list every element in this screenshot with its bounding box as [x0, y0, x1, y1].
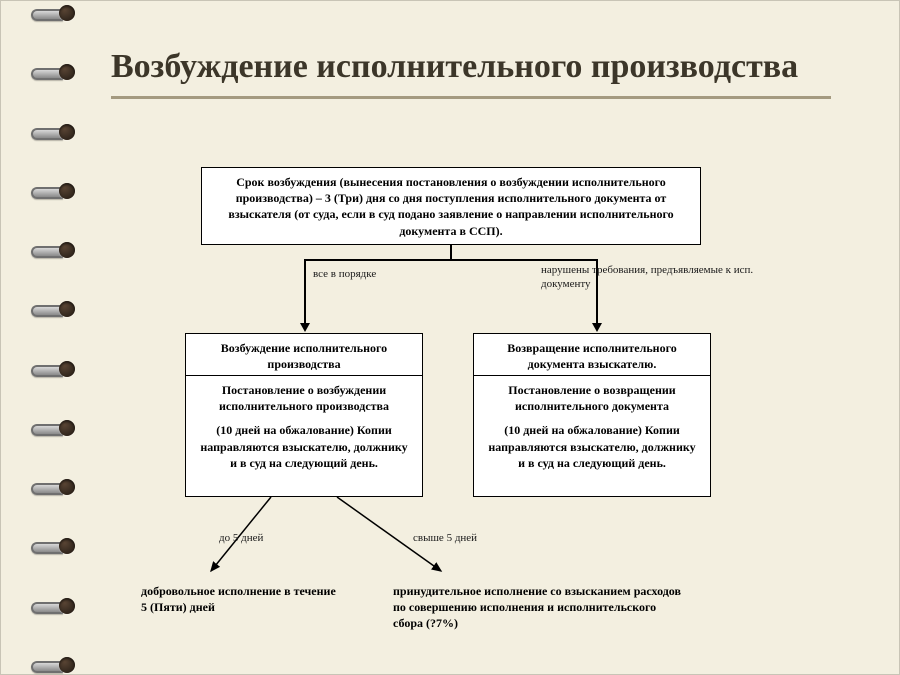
binder-ring: [37, 534, 75, 558]
node-right-body-text1: Постановление о возвращении исполнительн…: [484, 382, 700, 414]
node-left-body-text1: Постановление о возбуждении исполнительн…: [196, 382, 412, 414]
node-right-body-text2: (10 дней на обжалование) Копии направляю…: [484, 422, 700, 471]
binder-ring: [37, 238, 75, 262]
node-right-header: Возвращение исполнительного документа вз…: [473, 333, 711, 375]
node-right-header-text: Возвращение исполнительного документа вз…: [507, 341, 677, 371]
binder-ring: [37, 594, 75, 618]
node-left-header-text: Возбуждение исполнительного производства: [221, 341, 387, 371]
binder-ring: [37, 120, 75, 144]
arrowhead-icon: [300, 323, 310, 332]
edge-label-bad: нарушены требования, предъявляемые к исп…: [541, 263, 781, 292]
binder-ring: [37, 297, 75, 321]
outcome-voluntary: добровольное исполнение в течение 5 (Пят…: [141, 583, 341, 615]
title-underline: [111, 96, 831, 99]
edge: [304, 259, 306, 323]
node-top-text: Срок возбуждения (вынесения постановлени…: [228, 175, 673, 238]
edge: [304, 259, 598, 261]
node-top: Срок возбуждения (вынесения постановлени…: [201, 167, 701, 245]
binder-ring: [37, 1, 75, 25]
slide: Возбуждение исполнительного производства…: [0, 0, 900, 675]
node-left-body: Постановление о возбуждении исполнительн…: [185, 375, 423, 497]
edge: [450, 245, 452, 259]
outcome-forced: принудительное исполнение со взысканием …: [393, 583, 683, 632]
outcome-arrows: [1, 1, 900, 675]
edge-label-ok: все в порядке: [313, 267, 383, 281]
spiral-binding: [37, 9, 77, 669]
node-left-header: Возбуждение исполнительного производства: [185, 333, 423, 375]
page-title: Возбуждение исполнительного производства: [111, 49, 851, 86]
edge-label-long: свыше 5 дней: [413, 531, 477, 545]
edge-label-short: до 5 дней: [219, 531, 263, 545]
binder-ring: [37, 357, 75, 381]
node-right-body: Постановление о возвращении исполнительн…: [473, 375, 711, 497]
binder-ring: [37, 653, 75, 675]
arrowhead-icon: [592, 323, 602, 332]
title-block: Возбуждение исполнительного производства: [111, 49, 851, 99]
binder-ring: [37, 60, 75, 84]
node-left-body-text2: (10 дней на обжалование) Копии направляю…: [196, 422, 412, 471]
binder-ring: [37, 475, 75, 499]
binder-ring: [37, 179, 75, 203]
binder-ring: [37, 416, 75, 440]
